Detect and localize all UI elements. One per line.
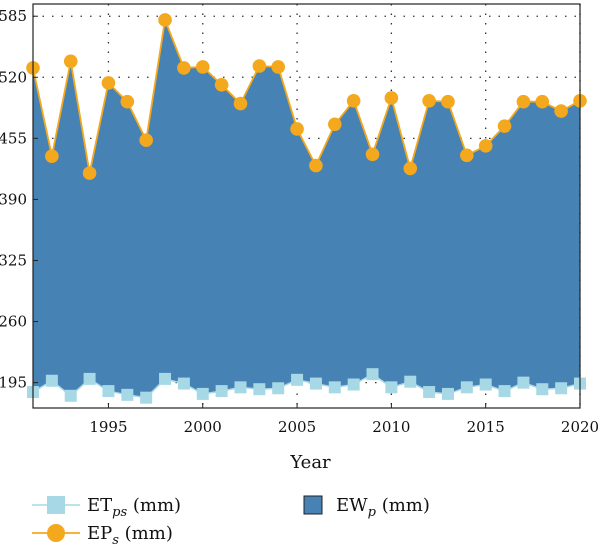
eps-point xyxy=(309,158,323,173)
eps-point xyxy=(45,149,59,164)
y-tick-label: 455 xyxy=(0,129,27,147)
eps-point xyxy=(290,122,304,136)
etps-point xyxy=(45,374,58,387)
etps-point xyxy=(385,381,398,394)
etps-point xyxy=(64,389,77,402)
etps-point xyxy=(177,377,190,390)
etps-point xyxy=(196,387,209,400)
etps-point xyxy=(441,387,454,400)
x-tick-label: 1995 xyxy=(89,418,127,436)
etps-point xyxy=(272,382,285,395)
eps-point xyxy=(271,60,286,74)
eps-point xyxy=(177,61,191,75)
x-tick-label: 2005 xyxy=(278,418,316,436)
x-tick-label: 2000 xyxy=(184,418,222,436)
x-axis-ticks: 1995 2000 2005 2010 2015 2020 xyxy=(89,403,599,436)
eps-point xyxy=(195,60,210,74)
y-tick-label: 195 xyxy=(0,374,27,392)
y-tick-label: 260 xyxy=(0,313,27,331)
etps-point xyxy=(83,372,96,385)
eps-point xyxy=(214,78,229,92)
eps-point xyxy=(497,119,512,133)
eps-point xyxy=(139,133,153,148)
etps-point xyxy=(404,375,417,388)
etps-point xyxy=(479,378,492,391)
eps-series xyxy=(26,13,587,180)
x-tick-label: 2010 xyxy=(372,418,410,436)
etps-point xyxy=(121,388,134,401)
etps-point xyxy=(536,383,549,396)
x-tick-label: 2015 xyxy=(467,418,505,436)
eps-point xyxy=(327,117,342,132)
eps-point xyxy=(441,94,455,109)
etps-point xyxy=(328,381,341,394)
eps-point xyxy=(422,93,436,108)
etps-point xyxy=(140,391,153,404)
eps-point xyxy=(101,76,116,90)
eps-point xyxy=(63,54,78,69)
eps-point xyxy=(554,104,568,118)
etps-point xyxy=(215,385,228,398)
y-tick-label: 390 xyxy=(0,190,27,208)
etps-point xyxy=(347,378,360,391)
y-tick-label: 325 xyxy=(0,251,27,269)
legend-label-ep: EPs (mm) xyxy=(87,523,173,547)
eps-point xyxy=(403,161,418,176)
eps-point xyxy=(252,59,267,73)
x-tick-label: 2020 xyxy=(561,418,599,436)
etps-point xyxy=(102,385,115,398)
legend-swatch-ewp xyxy=(303,495,323,515)
y-axis-ticks: 195 260 325 390 455 520 585 xyxy=(0,7,38,392)
legend-label-et: ETps (mm) xyxy=(87,495,181,520)
etps-series xyxy=(27,368,586,404)
eps-point xyxy=(535,94,550,109)
etps-point xyxy=(253,383,266,396)
eps-point xyxy=(460,148,474,163)
ewp-area xyxy=(33,20,580,398)
eps-point xyxy=(384,91,399,105)
plot-frame xyxy=(32,3,581,409)
eps-point xyxy=(158,13,172,27)
eps-point xyxy=(233,96,248,111)
eps-point xyxy=(365,147,380,162)
x-axis-title: Year xyxy=(289,452,331,473)
legend-swatch-eps-marker xyxy=(47,524,65,542)
etps-point xyxy=(234,381,247,394)
legend-swatch-etps-marker xyxy=(47,496,65,514)
ewp-area-layer xyxy=(33,20,580,398)
etps-point xyxy=(291,373,304,386)
etps-point xyxy=(366,368,379,381)
y-tick-label: 520 xyxy=(0,68,27,86)
legend-label-ew: EWp (mm) xyxy=(336,495,430,520)
y-tick-label: 585 xyxy=(0,7,27,25)
legend: ETps (mm) EPs (mm) EWp (mm) xyxy=(32,495,430,547)
etps-point xyxy=(159,372,172,385)
eps-point xyxy=(346,93,361,108)
etps-point xyxy=(309,377,322,390)
etps-point xyxy=(517,376,530,389)
eps-point xyxy=(478,139,493,153)
etps-point xyxy=(555,382,568,395)
eps-point xyxy=(82,166,97,180)
eps-point xyxy=(120,94,135,109)
etps-point xyxy=(423,386,436,399)
etps-point xyxy=(460,381,473,394)
etps-point xyxy=(498,385,511,398)
eps-point xyxy=(516,94,531,109)
